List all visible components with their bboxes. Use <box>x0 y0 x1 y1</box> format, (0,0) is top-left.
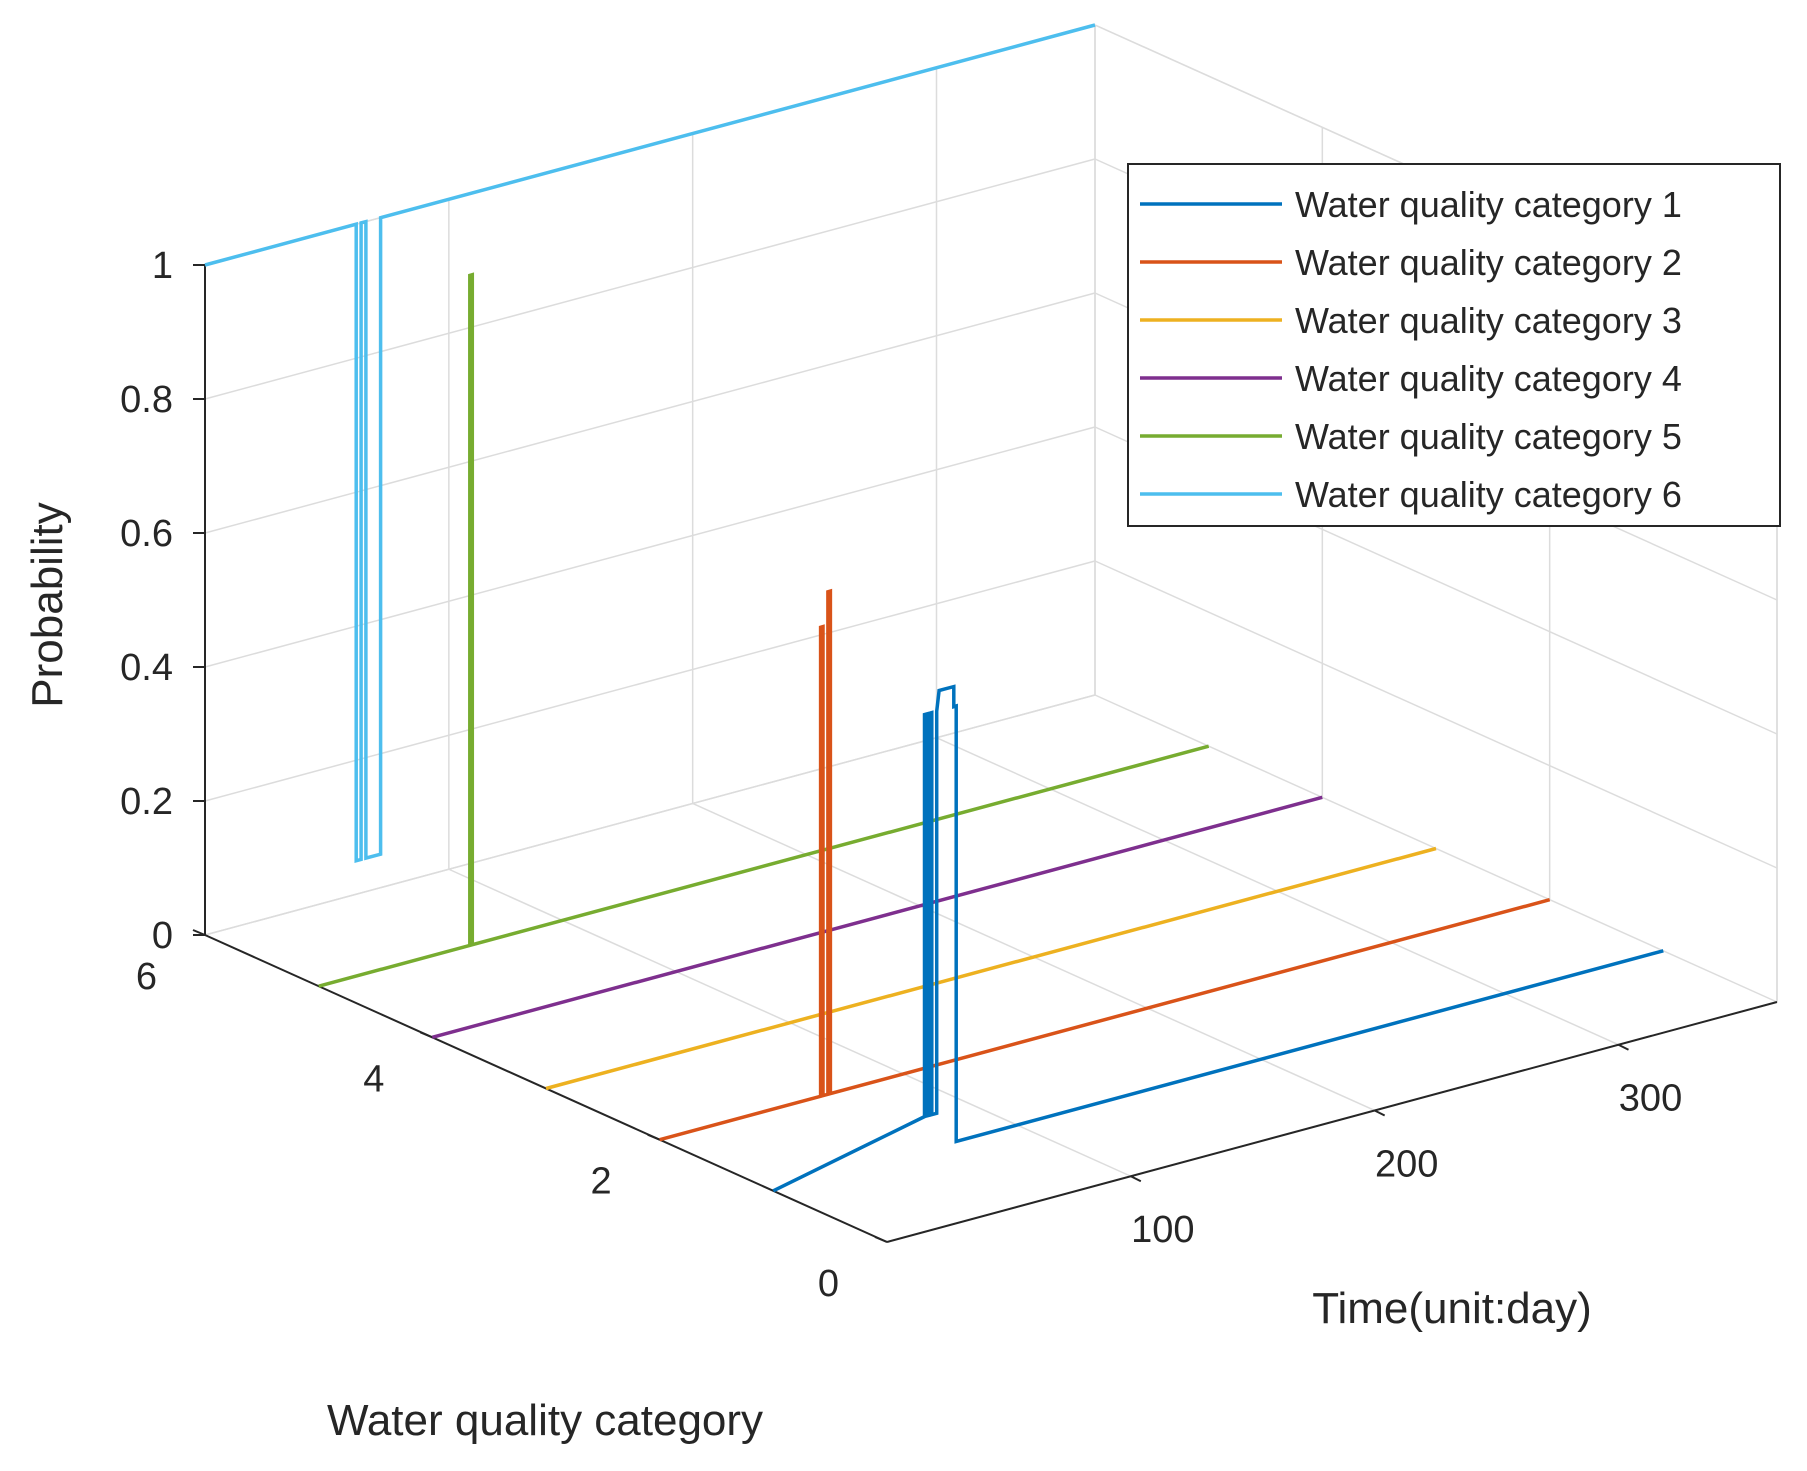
legend: Water quality category 1 Water quality ca… <box>1127 163 1781 527</box>
series-line-category-5 <box>318 272 1210 988</box>
gridline-right-z <box>1094 560 1778 869</box>
gridline-back-z <box>204 560 1096 802</box>
legend-label: Water quality category 2 <box>1295 242 1682 283</box>
series-line-category-6 <box>204 23 1096 863</box>
x-tick-mark <box>1374 1109 1386 1117</box>
legend-label: Water quality category 6 <box>1295 474 1682 515</box>
x-tick-label: 200 <box>1375 1143 1438 1185</box>
y-tick-label: 6 <box>136 956 157 998</box>
z-axis-label: Probability <box>23 502 72 707</box>
z-tick-label: 1 <box>152 245 173 287</box>
series-line-category-3 <box>545 846 1437 1091</box>
z-tick-label: 0.2 <box>120 781 173 823</box>
gridline-back-z <box>204 694 1096 936</box>
series-line-category-4 <box>431 795 1323 1039</box>
x-tick-mark <box>1618 1043 1629 1051</box>
series-line-category-2 <box>659 588 1551 1142</box>
z-tick-label: 0.8 <box>120 379 173 421</box>
y-tick-mark <box>647 1133 661 1141</box>
legend-label: Water quality category 4 <box>1295 358 1682 399</box>
series-layer <box>204 23 1664 1193</box>
legend-label: Water quality category 1 <box>1295 184 1682 225</box>
y-tick-label: 0 <box>818 1263 839 1305</box>
series-line-category-1 <box>772 684 1664 1193</box>
x-tick-mark <box>1130 1175 1142 1183</box>
x-tick-label: 300 <box>1619 1078 1682 1120</box>
x-axis-label: Time(unit:day) <box>1312 1284 1592 1333</box>
x-tick-label: 100 <box>1131 1209 1194 1251</box>
legend-box <box>1127 163 1781 527</box>
legend-label: Water quality category 5 <box>1295 416 1682 457</box>
x-axis-line <box>886 1001 1778 1243</box>
y-axis-label: Water quality category <box>327 1396 763 1445</box>
legend-label: Water quality category 3 <box>1295 300 1682 341</box>
y-tick-label: 2 <box>591 1161 612 1203</box>
z-tick-label: 0.4 <box>120 647 173 689</box>
z-tick-label: 0.6 <box>120 513 173 555</box>
z-tick-label: 0 <box>152 915 173 957</box>
y-tick-mark <box>874 1236 888 1243</box>
y-tick-label: 4 <box>363 1058 384 1100</box>
gridline-back-z <box>204 426 1096 668</box>
gridline-back-z <box>204 158 1096 400</box>
gridline-back-z <box>204 292 1096 534</box>
y-tick-mark <box>419 1031 433 1039</box>
